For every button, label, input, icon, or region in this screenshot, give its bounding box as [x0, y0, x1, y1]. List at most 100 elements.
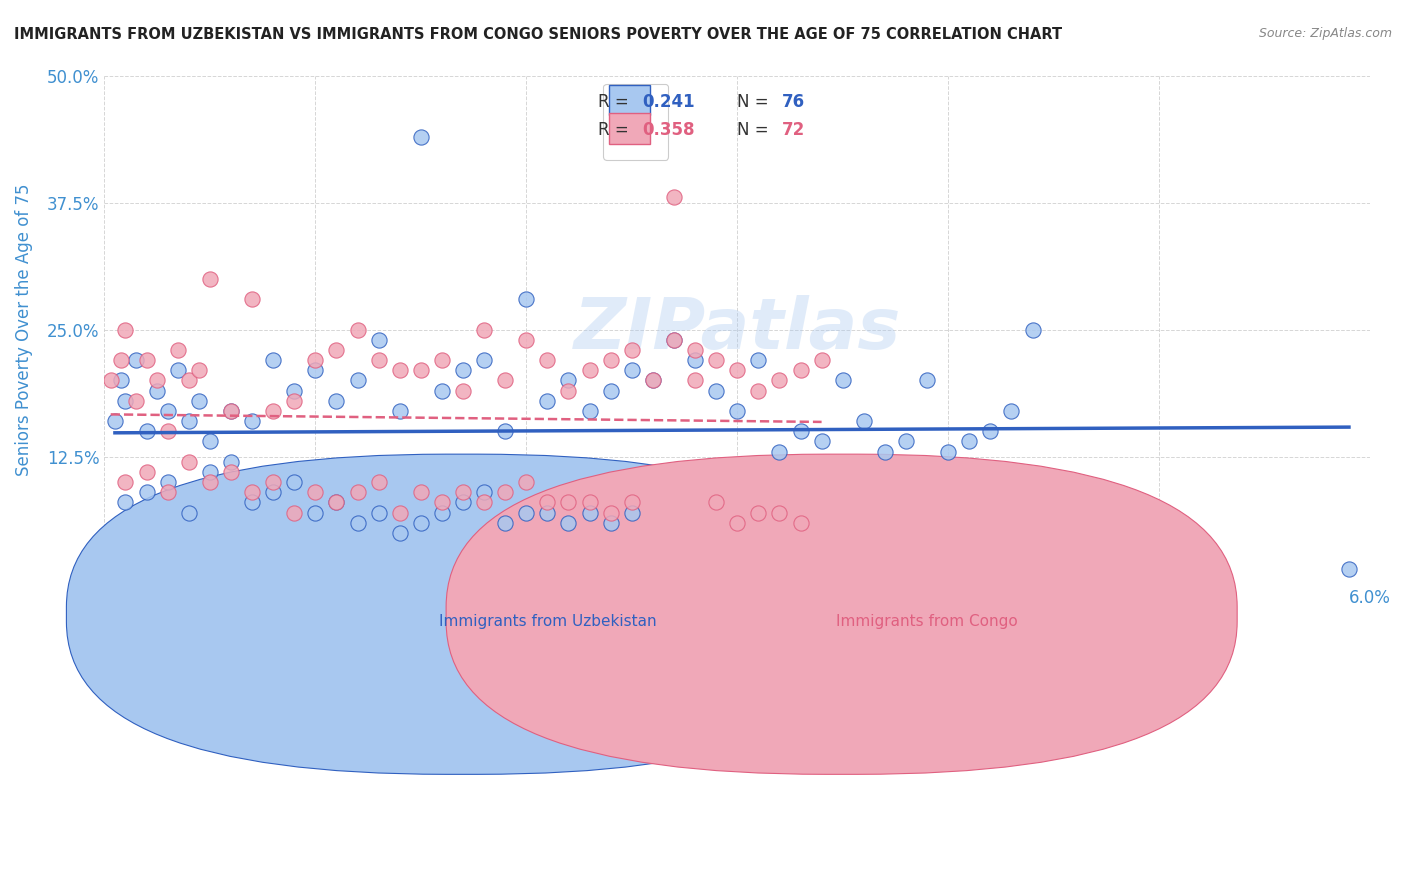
Point	[104, 414, 127, 428]
Point	[620, 363, 643, 377]
Point	[100, 374, 122, 388]
Point	[683, 374, 706, 388]
Point	[789, 425, 811, 439]
Point	[515, 333, 537, 347]
Point	[747, 353, 769, 368]
Point	[641, 374, 664, 388]
Point	[472, 485, 495, 500]
Text: R =: R =	[598, 94, 628, 112]
Point	[219, 465, 242, 479]
Point	[768, 444, 790, 458]
Point	[135, 353, 157, 368]
Point	[198, 465, 221, 479]
Point	[283, 384, 305, 398]
Point	[110, 353, 132, 368]
Point	[177, 506, 200, 520]
Point	[725, 516, 748, 530]
Text: N =: N =	[737, 94, 769, 112]
Point	[894, 434, 917, 449]
Point	[114, 323, 136, 337]
Point	[262, 404, 284, 418]
Point	[536, 353, 558, 368]
Point	[536, 393, 558, 408]
Text: Source: ZipAtlas.com: Source: ZipAtlas.com	[1258, 27, 1392, 40]
Text: 0.358: 0.358	[643, 121, 695, 139]
Point	[515, 292, 537, 306]
Text: Immigrants from Uzbekistan: Immigrants from Uzbekistan	[439, 615, 657, 629]
Point	[810, 353, 832, 368]
Point	[768, 506, 790, 520]
Point	[135, 465, 157, 479]
Point	[451, 495, 474, 509]
Point	[283, 506, 305, 520]
Point	[114, 495, 136, 509]
Point	[346, 485, 368, 500]
Point	[515, 506, 537, 520]
Point	[789, 363, 811, 377]
Point	[409, 516, 432, 530]
Point	[1021, 323, 1043, 337]
Point	[240, 485, 263, 500]
Point	[768, 374, 790, 388]
Point	[219, 404, 242, 418]
Point	[219, 455, 242, 469]
Point	[283, 475, 305, 489]
Point	[578, 506, 600, 520]
Point	[494, 516, 516, 530]
Point	[430, 384, 453, 398]
Point	[557, 374, 579, 388]
Point	[557, 516, 579, 530]
Point	[451, 363, 474, 377]
Point	[831, 374, 853, 388]
Point	[852, 414, 875, 428]
Point	[472, 495, 495, 509]
Point	[430, 506, 453, 520]
Point	[367, 353, 389, 368]
Point	[262, 475, 284, 489]
Point	[125, 393, 148, 408]
Point	[578, 495, 600, 509]
Point	[156, 475, 179, 489]
Point	[494, 374, 516, 388]
Point	[810, 434, 832, 449]
Legend: , : ,	[603, 84, 668, 160]
Point	[1000, 404, 1022, 418]
Point	[167, 363, 190, 377]
Point	[219, 404, 242, 418]
Text: 72: 72	[782, 121, 804, 139]
Point	[683, 343, 706, 357]
Point	[662, 190, 685, 204]
Point	[304, 485, 326, 500]
Point	[177, 414, 200, 428]
Point	[578, 363, 600, 377]
Point	[451, 384, 474, 398]
Point	[388, 404, 411, 418]
Point	[494, 425, 516, 439]
Point	[325, 343, 347, 357]
Point	[915, 374, 938, 388]
Point	[177, 374, 200, 388]
Point	[114, 475, 136, 489]
Text: N =: N =	[737, 121, 769, 139]
Point	[388, 363, 411, 377]
Text: 76: 76	[782, 94, 804, 112]
Text: R =: R =	[598, 121, 628, 139]
Point	[346, 374, 368, 388]
Point	[146, 384, 169, 398]
Point	[599, 516, 621, 530]
Point	[472, 323, 495, 337]
Point	[747, 384, 769, 398]
Point	[325, 495, 347, 509]
Point	[240, 414, 263, 428]
Point	[873, 444, 896, 458]
Point	[388, 506, 411, 520]
Text: IMMIGRANTS FROM UZBEKISTAN VS IMMIGRANTS FROM CONGO SENIORS POVERTY OVER THE AGE: IMMIGRANTS FROM UZBEKISTAN VS IMMIGRANTS…	[14, 27, 1062, 42]
Point	[325, 393, 347, 408]
Point	[725, 404, 748, 418]
Point	[367, 333, 389, 347]
Point	[114, 393, 136, 408]
Point	[536, 506, 558, 520]
Point	[430, 353, 453, 368]
Point	[620, 506, 643, 520]
Point	[262, 353, 284, 368]
